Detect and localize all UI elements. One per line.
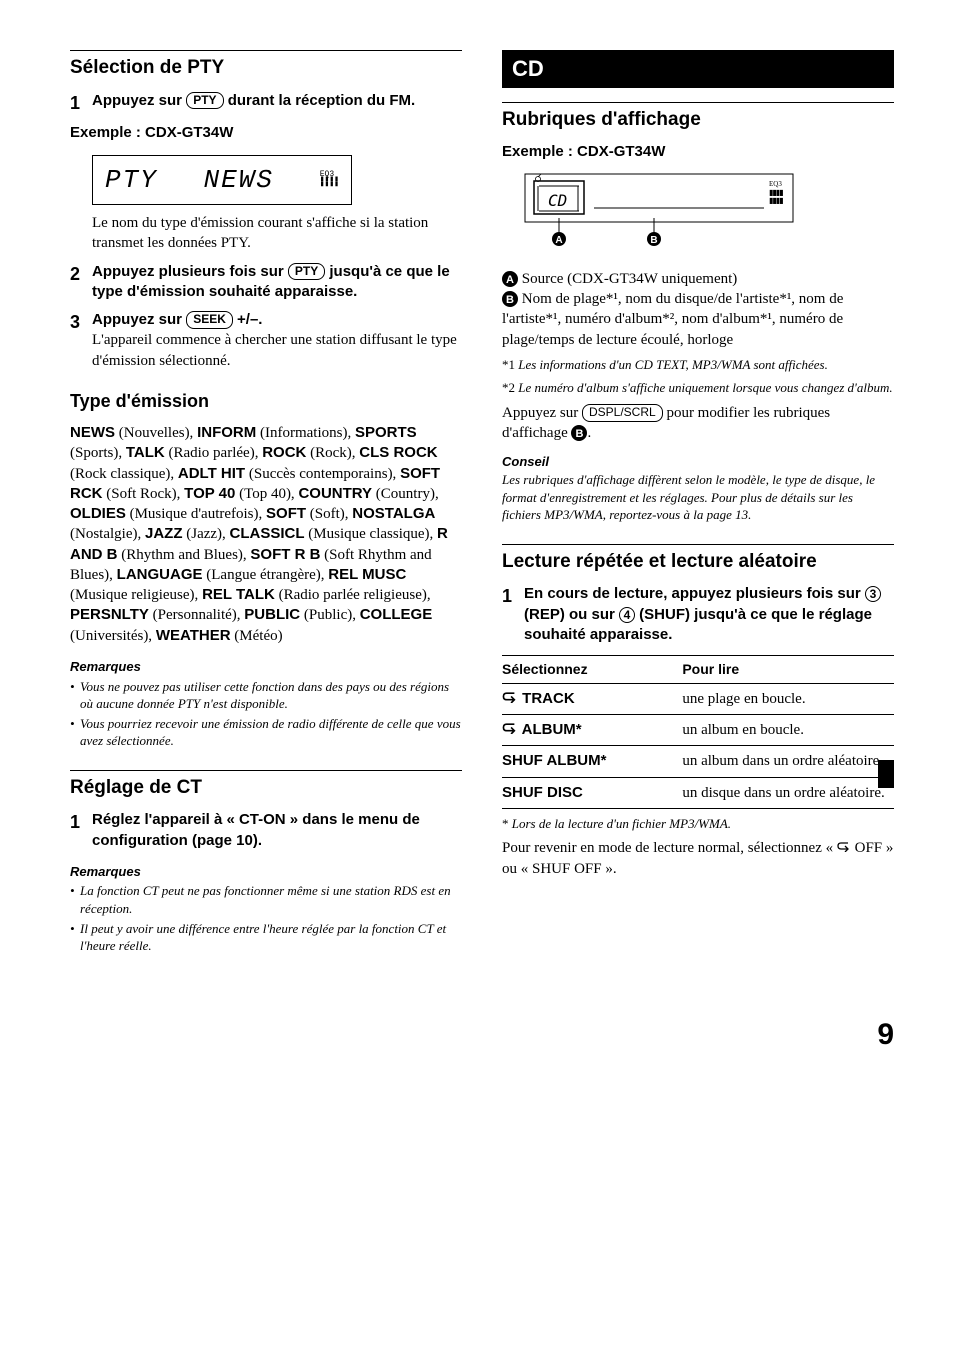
ct-step-1: 1 Réglez l'appareil à « CT-ON » dans le … (70, 810, 462, 851)
side-tab (878, 760, 894, 788)
repeat-icon (502, 689, 518, 709)
table-row: SHUF DISCun disque dans un ordre aléatoi… (502, 777, 894, 808)
badge-b: B (571, 425, 587, 441)
conseil-head: Conseil (502, 453, 894, 471)
step-3-body: Appuyez sur SEEK +/–. L'appareil commenc… (92, 310, 462, 371)
play-mode-table: Sélectionnez Pour lire TRACKune plage en… (502, 655, 894, 809)
conseil-body: Les rubriques d'affichage diffèrent selo… (502, 471, 894, 524)
notes-list-2: La fonction CT peut ne pas fonctionner m… (70, 882, 462, 954)
display-item-b: B Nom de plage*¹, nom du disque/de l'art… (502, 289, 894, 350)
page-number: 9 (70, 1015, 894, 1056)
step-3: 3 Appuyez sur SEEK +/–. L'appareil comme… (70, 310, 462, 371)
table-cell-mode: TRACK (502, 683, 682, 714)
table-col-1: Sélectionnez (502, 656, 682, 684)
step-2: 2 Appuyez plusieurs fois sur PTY jusqu'à… (70, 262, 462, 303)
remarks-head: Remarques (70, 863, 462, 881)
section-title-repeat: Lecture répétée et lecture aléatoire (502, 544, 894, 575)
table-cell-desc: un album en boucle. (682, 715, 894, 746)
note-item: La fonction CT peut ne pas fonctionner m… (70, 882, 462, 917)
seek-button: SEEK (186, 311, 233, 329)
repeat-icon (837, 838, 851, 858)
step-number: 1 (70, 91, 92, 115)
table-row: ALBUM*un album en boucle. (502, 715, 894, 746)
table-cell-mode: SHUF ALBUM* (502, 746, 682, 777)
table-cell-mode: ALBUM* (502, 715, 682, 746)
step-2-text: Appuyez plusieurs fois sur PTY jusqu'à c… (92, 262, 462, 303)
two-column-layout: Sélection de PTY 1 Appuyez sur PTY duran… (70, 50, 894, 955)
svg-text:▮▮▮▮: ▮▮▮▮ (769, 196, 783, 205)
remarks-head: Remarques (70, 658, 462, 676)
svg-text:B: B (650, 235, 657, 246)
section-title-display: Rubriques d'affichage (502, 102, 894, 133)
note-item: Vous ne pouvez pas utiliser cette foncti… (70, 678, 462, 713)
play-step-text: En cours de lecture, appuyez plusieurs f… (524, 584, 894, 645)
step-1-desc: Le nom du type d'émission courant s'affi… (92, 213, 462, 254)
cd-header: CD (502, 50, 894, 88)
section-title-ct: Réglage de CT (70, 770, 462, 801)
right-column: CD Rubriques d'affichage Exemple : CDX-G… (502, 50, 894, 955)
emission-types-title: Type d'émission (70, 389, 462, 413)
table-cell-desc: un disque dans un ordre aléatoire. (682, 777, 894, 808)
table-cell-desc: une plage en boucle. (682, 683, 894, 714)
note-item: Vous pourriez recevoir une émission de r… (70, 715, 462, 750)
display-change-text: Appuyez sur DSPL/SCRL pour modifier les … (502, 403, 894, 444)
step-1-text: Appuyez sur PTY durant la réception du F… (92, 91, 462, 115)
example-label: Exemple : CDX-GT34W (70, 123, 462, 143)
lcd-eq-icon: EQ3▮▮▮▮▮▮▮▮ (320, 173, 339, 187)
svg-text:A: A (555, 235, 562, 246)
step-1: 1 Appuyez sur PTY durant la réception du… (70, 91, 462, 115)
left-column: Sélection de PTY 1 Appuyez sur PTY duran… (70, 50, 462, 955)
footnote-1: *1 Les informations d'un CD TEXT, MP3/WM… (502, 356, 894, 374)
svg-text:EQ3: EQ3 (769, 180, 782, 188)
pty-button: PTY (186, 92, 223, 110)
step-3-desc: L'appareil commence à chercher une stati… (92, 330, 462, 371)
step-number: 3 (70, 310, 92, 371)
dspl-scrl-button: DSPL/SCRL (582, 404, 663, 422)
step-number: 2 (70, 262, 92, 303)
pty-button: PTY (288, 263, 325, 281)
example-label: Exemple : CDX-GT34W (502, 142, 894, 162)
badge-b: B (502, 291, 518, 307)
svg-text:CD: CD (548, 191, 567, 210)
notes-list-1: Vous ne pouvez pas utiliser cette foncti… (70, 678, 462, 750)
table-cell-desc: un album dans un ordre aléatoire. (682, 746, 894, 777)
repeat-icon (502, 720, 518, 740)
table-row: SHUF ALBUM*un album dans un ordre aléato… (502, 746, 894, 777)
button-3: 3 (865, 586, 881, 602)
footnote-2: *2 Le numéro d'album s'affiche uniquemen… (502, 379, 894, 397)
section-title-pty: Sélection de PTY (70, 50, 462, 81)
emission-types: NEWS (Nouvelles), INFORM (Informations),… (70, 423, 462, 646)
display-diagram: CD EQ3 ▮▮▮▮ ▮▮▮▮ A B (524, 173, 894, 259)
table-cell-mode: SHUF DISC (502, 777, 682, 808)
return-text: Pour revenir en mode de lecture normal, … (502, 838, 894, 879)
step-number: 1 (502, 584, 524, 645)
badge-a: A (502, 271, 518, 287)
display-item-a: A Source (CDX-GT34W uniquement) (502, 269, 894, 289)
lcd-left: PTY (105, 163, 158, 198)
table-row: TRACKune plage en boucle. (502, 683, 894, 714)
page-body: Sélection de PTY 1 Appuyez sur PTY duran… (70, 50, 894, 1055)
ct-step-text: Réglez l'appareil à « CT-ON » dans le me… (92, 810, 462, 851)
table-footnote: * Lors de la lecture d'un fichier MP3/WM… (502, 815, 894, 833)
table-col-2: Pour lire (682, 656, 894, 684)
step-number: 1 (70, 810, 92, 851)
lcd-display: PTY NEWS EQ3▮▮▮▮▮▮▮▮ (92, 155, 352, 205)
step-3-text: Appuyez sur SEEK +/–. (92, 310, 462, 330)
play-step-1: 1 En cours de lecture, appuyez plusieurs… (502, 584, 894, 645)
button-4: 4 (619, 607, 635, 623)
lcd-right: NEWS (204, 163, 274, 198)
note-item: Il peut y avoir une différence entre l'h… (70, 920, 462, 955)
